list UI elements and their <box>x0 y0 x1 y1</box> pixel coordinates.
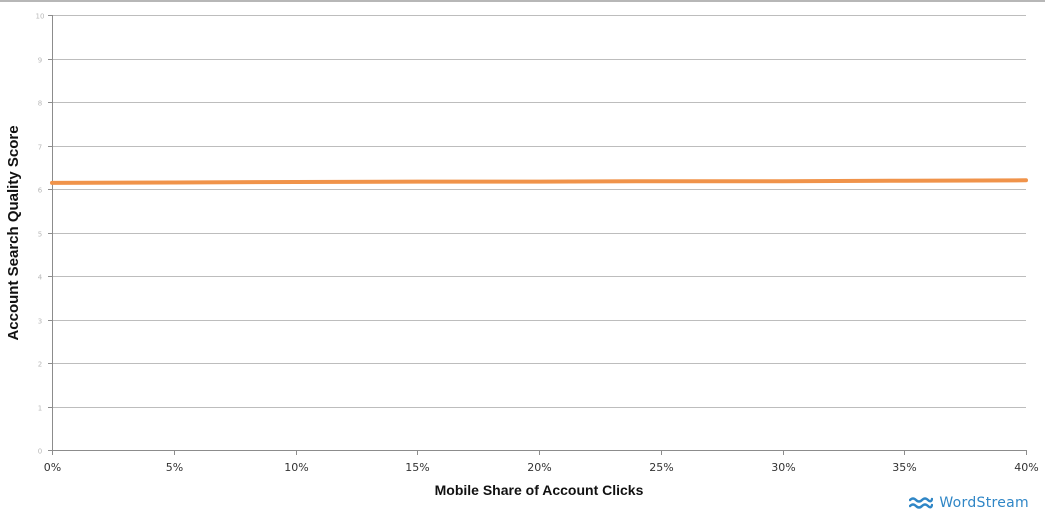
x-tick-label-2: 10% <box>284 461 308 474</box>
x-tick-label-7: 35% <box>892 461 916 474</box>
y-tick-label-9: 9 <box>38 57 42 65</box>
x-axis-label: Mobile Share of Account Clicks <box>435 482 644 498</box>
y-tick-label-6: 6 <box>38 187 43 195</box>
brand-name: WordStream <box>939 495 1029 511</box>
series-line-0 <box>50 178 1028 185</box>
y-tick-label-8: 8 <box>38 100 42 108</box>
x-tick-label-1: 5% <box>166 461 183 474</box>
y-tick-label-7: 7 <box>38 144 42 152</box>
x-tick-label-3: 15% <box>405 461 429 474</box>
x-tick-label-4: 20% <box>527 461 551 474</box>
y-tick-label-5: 5 <box>38 231 42 239</box>
x-tick-label-8: 40% <box>1014 461 1038 474</box>
wave-icon <box>909 497 934 509</box>
y-tick-label-3: 3 <box>38 318 42 326</box>
y-tick-label-0: 0 <box>38 448 42 456</box>
y-tick-label-1: 1 <box>38 405 42 413</box>
y-tick-label-2: 2 <box>38 361 42 369</box>
brand-logo: WordStream <box>909 495 1029 511</box>
y-tick-label-4: 4 <box>38 274 43 282</box>
y-axis-label: Account Search Quality Score <box>5 125 22 340</box>
series-layer <box>50 178 1028 185</box>
grid <box>52 15 1026 408</box>
y-ticks: 0 1 2 3 4 5 6 7 8 9 10 <box>36 13 52 456</box>
x-tick-label-0: 0% <box>44 461 61 474</box>
x-ticks: 0% 5% 10% 15% 20% 25% 30% 35% 40% <box>44 450 1039 474</box>
x-tick-label-5: 25% <box>649 461 673 474</box>
y-tick-label-10: 10 <box>36 13 45 21</box>
x-tick-label-6: 30% <box>771 461 795 474</box>
